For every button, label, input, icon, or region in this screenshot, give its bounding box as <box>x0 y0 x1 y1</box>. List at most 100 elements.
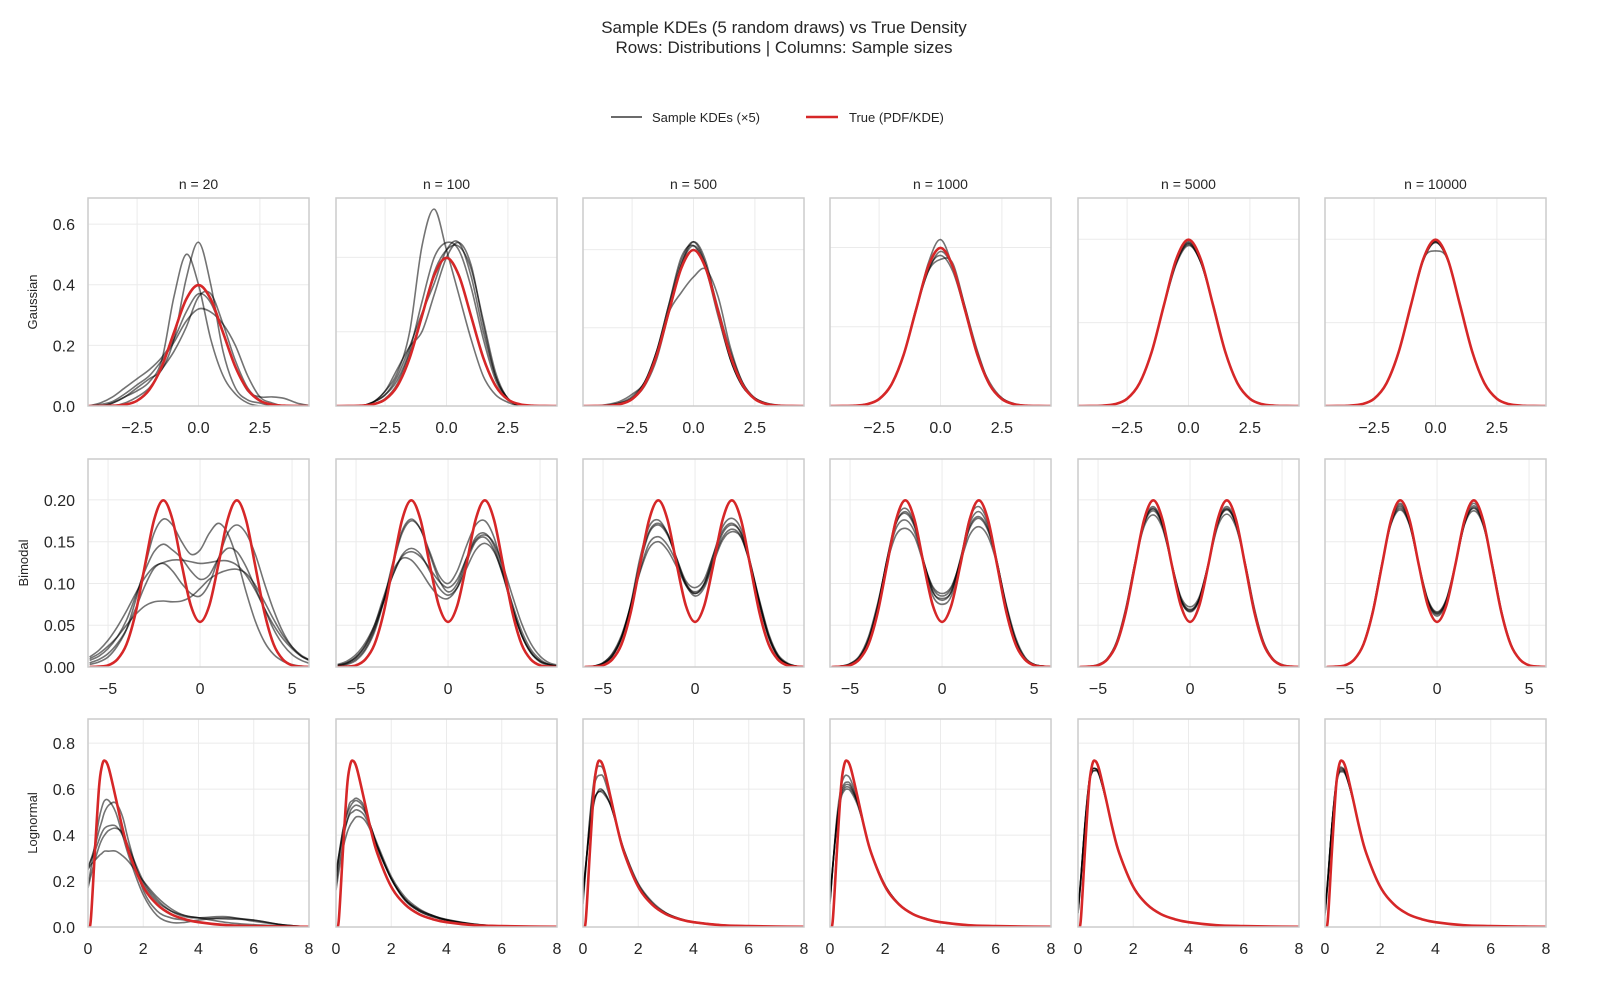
x-tick-label: 0 <box>1321 941 1330 958</box>
x-tick-label: 0 <box>332 941 341 958</box>
x-tick-label: 0 <box>579 941 588 958</box>
y-tick-label: 0.4 <box>53 278 75 295</box>
x-tick-label: −5 <box>841 681 859 698</box>
x-tick-label: 6 <box>1486 941 1495 958</box>
true-density-line <box>830 759 1051 927</box>
panel-gaussian-1: n = 100 −2.5 0.0 2.5 <box>335 176 558 437</box>
curves <box>88 759 309 927</box>
y-tick-label: 0.10 <box>44 576 75 593</box>
y-tick-label: 0.6 <box>53 217 75 234</box>
curves <box>1078 238 1299 406</box>
true-density-line <box>831 499 1051 667</box>
x-tick-label: −2.5 <box>369 420 401 437</box>
true-density-line <box>584 499 804 667</box>
y-tick-label: 0.15 <box>44 535 75 552</box>
y-tick-label: 0.05 <box>44 618 75 635</box>
true-density-line <box>1325 238 1546 406</box>
sample-kde-line <box>337 542 557 667</box>
legend-label-true: True (PDF/KDE) <box>849 110 944 125</box>
curves <box>583 759 804 927</box>
panel-frame <box>87 718 310 928</box>
panel-frame <box>1324 197 1547 407</box>
sample-kde-line <box>88 292 309 406</box>
x-tick-label: 4 <box>1184 941 1193 958</box>
y-tick-label: 0.0 <box>53 399 75 416</box>
x-tick-label: −2.5 <box>616 420 648 437</box>
column-title: n = 5000 <box>1161 176 1216 192</box>
true-density-line <box>583 248 804 406</box>
panel-frame <box>829 197 1052 407</box>
x-tick-label: 8 <box>305 941 314 958</box>
sample-kde-line <box>89 559 309 661</box>
x-tick-label: 0.0 <box>929 420 951 437</box>
true-density-line <box>88 759 309 927</box>
x-tick-label: 0.0 <box>187 420 209 437</box>
y-tick-label: 0.2 <box>53 338 75 355</box>
true-density-line <box>1326 499 1546 667</box>
panel-gaussian-2: n = 500 −2.5 0.0 2.5 <box>582 176 805 437</box>
curves <box>831 499 1051 667</box>
panel-lognormal-1: 0 2 4 6 8 <box>332 718 562 958</box>
curves <box>337 499 557 667</box>
panel-frame <box>582 718 805 928</box>
curves <box>1325 759 1546 927</box>
x-tick-label: 0.0 <box>1177 420 1199 437</box>
y-tick-label: 0.4 <box>53 828 75 845</box>
x-tick-label: 2.5 <box>497 420 519 437</box>
figure-subtitle: Rows: Distributions | Columns: Sample si… <box>616 38 953 57</box>
panel-frame <box>582 197 805 407</box>
curves <box>583 240 804 406</box>
panel-frame <box>87 197 310 407</box>
x-tick-label: 2.5 <box>1486 420 1508 437</box>
x-tick-label: 6 <box>249 941 258 958</box>
row-label-lognormal: Lognormal <box>25 792 40 854</box>
curves <box>584 499 804 667</box>
y-tick-label: 0.20 <box>44 493 75 510</box>
panel-frame <box>1324 458 1547 668</box>
true-density-line <box>337 499 557 667</box>
x-tick-label: 0.0 <box>682 420 704 437</box>
x-tick-label: 2.5 <box>744 420 766 437</box>
x-tick-label: 2 <box>881 941 890 958</box>
panel-frame <box>87 458 310 668</box>
panel-frame <box>335 197 558 407</box>
panel-frame <box>582 458 805 668</box>
x-tick-label: −2.5 <box>1358 420 1390 437</box>
curves <box>1078 759 1299 927</box>
panel-frame <box>1324 718 1547 928</box>
x-tick-label: 4 <box>194 941 203 958</box>
legend-label-sample: Sample KDEs (×5) <box>652 110 760 125</box>
x-tick-label: 6 <box>744 941 753 958</box>
x-tick-label: 5 <box>288 681 297 698</box>
sample-kde-line <box>88 827 309 927</box>
x-tick-label: −5 <box>1336 681 1354 698</box>
y-tick-label: 0.00 <box>44 660 75 677</box>
panel-frame <box>1077 718 1300 928</box>
panel-lognormal-2: 0 2 4 6 8 <box>579 718 809 958</box>
column-title: n = 20 <box>179 176 219 192</box>
legend: Sample KDEs (×5) True (PDF/KDE) <box>611 110 944 125</box>
x-tick-label: 6 <box>1239 941 1248 958</box>
x-tick-label: 2 <box>634 941 643 958</box>
y-tick-label: 0.2 <box>53 874 75 891</box>
y-tick-label: 0.6 <box>53 782 75 799</box>
x-tick-label: 2 <box>139 941 148 958</box>
x-tick-label: 5 <box>1030 681 1039 698</box>
x-tick-label: −2.5 <box>863 420 895 437</box>
sample-kde-line <box>88 290 309 406</box>
true-density-line <box>1079 499 1299 667</box>
x-tick-label: 4 <box>442 941 451 958</box>
panel-gaussian-0: n = 20 −2.5 0.0 2.5 0.0 0.2 0.4 0.6 <box>53 176 310 437</box>
panel-bimodal-5: −5 0 5 <box>1324 458 1547 698</box>
panel-lognormal-3: 0 2 4 6 8 <box>826 718 1056 958</box>
panel-bimodal-2: −5 0 5 <box>582 458 805 698</box>
x-tick-label: −2.5 <box>121 420 153 437</box>
x-tick-label: 4 <box>689 941 698 958</box>
column-title: n = 10000 <box>1404 176 1467 192</box>
true-density-line <box>88 283 309 406</box>
curves <box>1325 238 1546 406</box>
x-tick-label: −5 <box>347 681 365 698</box>
sample-kde-line <box>89 524 309 664</box>
x-tick-label: 0 <box>826 941 835 958</box>
